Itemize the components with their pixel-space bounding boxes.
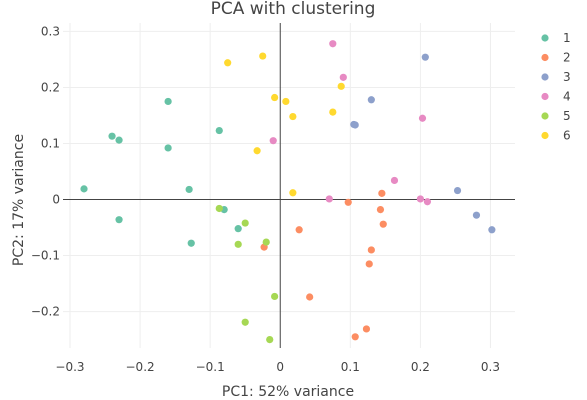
data-point-cluster-5[interactable] — [215, 204, 223, 213]
data-point-cluster-2[interactable] — [344, 198, 352, 206]
legend-item-5[interactable]: 5 — [541, 109, 571, 123]
data-points — [80, 40, 496, 344]
data-point-cluster-2[interactable] — [362, 325, 371, 333]
data-point-cluster-3[interactable] — [488, 226, 496, 234]
data-point-cluster-4[interactable] — [269, 137, 277, 145]
legend-item-4[interactable]: 4 — [541, 90, 571, 104]
legend-label: 2 — [563, 51, 571, 65]
data-point-cluster-4[interactable] — [329, 40, 337, 48]
x-tick-label: 0.3 — [481, 360, 500, 374]
legend-marker — [541, 73, 549, 81]
y-tick-label: 0 — [52, 193, 60, 207]
data-point-cluster-6[interactable] — [329, 108, 337, 116]
data-point-cluster-4[interactable] — [423, 198, 432, 206]
y-tick-label: −0.1 — [31, 249, 60, 263]
tick-labels: −0.3 −0.2 −0.1 0 0.1 0.2 0.3 −0.2 −0.1 0 0.1 0.2 0.3 — [31, 24, 500, 374]
legend-marker — [541, 34, 549, 42]
y-tick-label: 0.2 — [41, 80, 60, 94]
legend-item-2[interactable]: 2 — [541, 51, 571, 65]
data-point-cluster-3[interactable] — [472, 211, 481, 219]
data-point-cluster-2[interactable] — [367, 246, 375, 254]
data-point-cluster-4[interactable] — [390, 176, 399, 185]
data-point-cluster-5[interactable] — [262, 238, 270, 246]
data-point-cluster-2[interactable] — [379, 220, 387, 228]
y-tick-label: 0.3 — [41, 24, 60, 38]
data-point-cluster-1[interactable] — [80, 185, 88, 193]
data-point-cluster-6[interactable] — [259, 52, 267, 60]
data-point-cluster-6[interactable] — [253, 147, 261, 155]
y-tick-label: 0.1 — [41, 136, 60, 150]
legend-label: 1 — [563, 31, 571, 45]
data-point-cluster-1[interactable] — [164, 144, 172, 152]
x-tick-label: −0.1 — [196, 360, 225, 374]
data-point-cluster-6[interactable] — [337, 82, 345, 90]
data-point-cluster-5[interactable] — [266, 335, 274, 344]
y-tick-label: −0.2 — [31, 305, 60, 319]
data-point-cluster-5[interactable] — [241, 219, 249, 227]
legend-marker — [541, 112, 549, 120]
data-point-cluster-3[interactable] — [351, 121, 359, 129]
legend-marker — [541, 53, 549, 62]
data-point-cluster-2[interactable] — [378, 189, 386, 197]
legend[interactable]: 1 2 3 4 5 6 — [541, 31, 571, 143]
data-point-cluster-1[interactable] — [215, 126, 223, 135]
data-point-cluster-2[interactable] — [295, 226, 303, 234]
legend-item-3[interactable]: 3 — [541, 70, 571, 84]
data-point-cluster-4[interactable] — [418, 114, 427, 122]
legend-marker — [541, 92, 549, 101]
data-point-cluster-4[interactable] — [416, 195, 424, 203]
legend-item-6[interactable]: 6 — [541, 129, 571, 143]
data-point-cluster-2[interactable] — [351, 333, 359, 341]
data-point-cluster-3[interactable] — [421, 53, 429, 61]
x-axis-title: PC1: 52% variance — [222, 384, 354, 400]
data-point-cluster-1[interactable] — [115, 136, 123, 144]
legend-marker — [541, 131, 549, 140]
y-axis-title: PC2: 17% variance — [11, 134, 27, 266]
grid-lines — [63, 23, 515, 348]
x-tick-label: 0.1 — [341, 360, 360, 374]
data-point-cluster-6[interactable] — [289, 189, 297, 197]
data-point-cluster-1[interactable] — [234, 225, 242, 233]
data-point-cluster-5[interactable] — [241, 318, 249, 326]
data-point-cluster-6[interactable] — [289, 112, 297, 121]
x-tick-label: −0.3 — [55, 360, 84, 374]
data-point-cluster-1[interactable] — [108, 132, 116, 140]
data-point-cluster-3[interactable] — [453, 186, 462, 195]
data-point-cluster-4[interactable] — [339, 73, 347, 81]
zero-lines — [63, 23, 515, 348]
data-point-cluster-2[interactable] — [365, 260, 373, 268]
x-tick-label: 0 — [276, 360, 284, 374]
data-point-cluster-2[interactable] — [306, 293, 314, 301]
legend-label: 5 — [563, 109, 571, 123]
data-point-cluster-1[interactable] — [187, 239, 195, 247]
legend-label: 3 — [563, 70, 571, 84]
chart-title: PCA with clustering — [211, 0, 376, 19]
data-point-cluster-6[interactable] — [282, 97, 290, 106]
data-point-cluster-4[interactable] — [325, 195, 333, 203]
legend-label: 4 — [563, 90, 571, 104]
x-tick-label: 0.2 — [411, 360, 430, 374]
legend-item-1[interactable]: 1 — [541, 31, 571, 45]
data-point-cluster-2[interactable] — [376, 205, 385, 214]
data-point-cluster-1[interactable] — [164, 97, 172, 106]
data-point-cluster-1[interactable] — [115, 216, 123, 224]
data-point-cluster-6[interactable] — [224, 59, 232, 67]
data-point-cluster-6[interactable] — [271, 93, 279, 102]
legend-label: 6 — [563, 129, 571, 143]
data-point-cluster-3[interactable] — [367, 96, 375, 104]
data-point-cluster-1[interactable] — [185, 185, 193, 194]
data-point-cluster-5[interactable] — [271, 292, 279, 301]
x-tick-label: −0.2 — [126, 360, 155, 374]
data-point-cluster-5[interactable] — [234, 240, 242, 248]
